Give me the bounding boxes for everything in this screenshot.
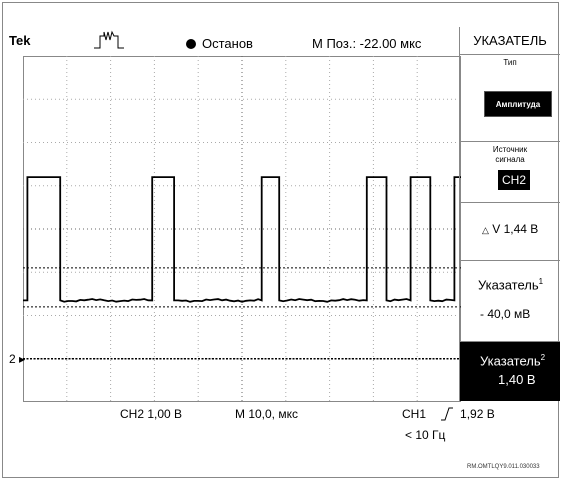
cursor-menu: УКАЗАТЕЛЬ Тип Амплитуда Источник сигнала… — [459, 27, 560, 401]
horizontal-position: M Поз.: -22.00 мкс — [312, 36, 422, 51]
waveform-display — [23, 56, 461, 402]
menu-type-button[interactable]: Тип Амплитуда — [460, 54, 560, 141]
status-text: Останов — [202, 36, 253, 51]
oscilloscope-frame — [2, 2, 559, 478]
status-dot-icon — [186, 39, 196, 49]
trigger-info: CH1 1,92 В — [402, 407, 495, 421]
type-label: Тип — [503, 58, 517, 67]
cursor1-value: - 40,0 мВ — [480, 307, 531, 321]
timebase: M 10,0, мкс — [235, 407, 298, 421]
menu-title: УКАЗАТЕЛЬ — [473, 33, 547, 48]
rising-edge-icon — [441, 407, 454, 421]
graticule — [23, 56, 461, 402]
type-value: Амплитуда — [484, 91, 552, 117]
brand-label: Tek — [9, 33, 31, 48]
cursor1-label: Указатель1 — [478, 277, 544, 293]
ch2-ground-marker: 2 ▸ — [9, 352, 26, 366]
menu-cursor1-button[interactable]: Указатель1 - 40,0 мВ — [460, 260, 560, 341]
delta-icon: △ — [482, 225, 489, 235]
source-label-line1: Источник — [492, 145, 528, 154]
menu-cursor2-button[interactable]: Указатель2 1,40 В — [460, 341, 560, 401]
acquisition-status: Останов — [186, 36, 253, 51]
delta-v-readout: △ V 1,44 В — [482, 222, 539, 236]
source-label-line2: сигнала — [495, 155, 525, 164]
menu-delta-readout: △ V 1,44 В — [460, 202, 560, 260]
ch2-waveform-trace — [23, 176, 461, 303]
cursor2-value: 1,40 В — [498, 372, 536, 387]
figure-code: RM.OMTLQY9.011.030033 — [467, 464, 540, 470]
trigger-level: 1,92 В — [460, 407, 495, 421]
menu-source-button[interactable]: Источник сигнала CH2 — [460, 141, 560, 202]
trigger-status-icon — [94, 30, 124, 49]
source-value: CH2 — [498, 170, 530, 190]
trigger-frequency: < 10 Гц — [405, 428, 446, 442]
ch2-scale: CH2 1,00 В — [120, 407, 183, 421]
cursor2-label: Указатель2 — [480, 353, 546, 369]
trigger-source: CH1 — [402, 407, 427, 421]
